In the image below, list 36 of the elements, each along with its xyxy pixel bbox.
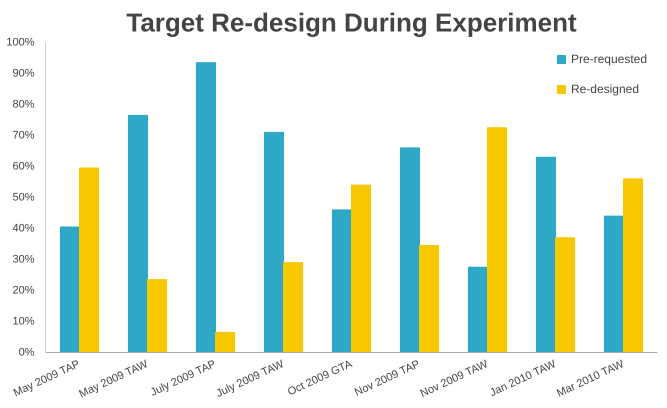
y-tick-label: 10% [12,316,35,328]
bar [351,184,372,352]
chart-title: Target Re-design During Experiment [126,8,577,38]
bar [147,279,168,352]
y-tick-label: 0% [18,346,35,358]
y-tick-label: 20% [12,284,35,296]
legend-label: Re-designed [570,82,639,96]
x-tick-label: Nov 2009 TAW [418,358,490,400]
y-tick-label: 40% [12,222,35,234]
y-tick-label: 80% [12,98,35,110]
y-tick-label: 50% [12,192,35,204]
x-tick-label: Mar 2010 TAW [555,358,626,400]
bar [623,178,644,352]
bar [604,216,624,352]
y-tick-label: 30% [12,254,35,266]
bar [264,132,284,352]
bar [555,237,576,352]
x-tick-label: Oct 2009 GTA [286,358,355,398]
bar [487,127,508,352]
bar [79,168,100,352]
bar [283,262,304,352]
bar [196,62,216,352]
bar [400,147,420,352]
bar [128,114,148,352]
x-tick-label: May 2009 TAW [77,358,150,400]
bar [60,226,80,352]
y-tick-label: 100% [6,36,35,48]
bar [419,245,440,352]
y-tick-label: 90% [12,68,35,80]
bar [332,209,352,352]
bar [468,266,488,352]
bar [215,332,236,352]
y-tick-label: 70% [12,130,35,142]
bar [536,156,556,352]
legend-label: Pre-requested [570,52,647,66]
y-tick-label: 60% [12,160,35,172]
